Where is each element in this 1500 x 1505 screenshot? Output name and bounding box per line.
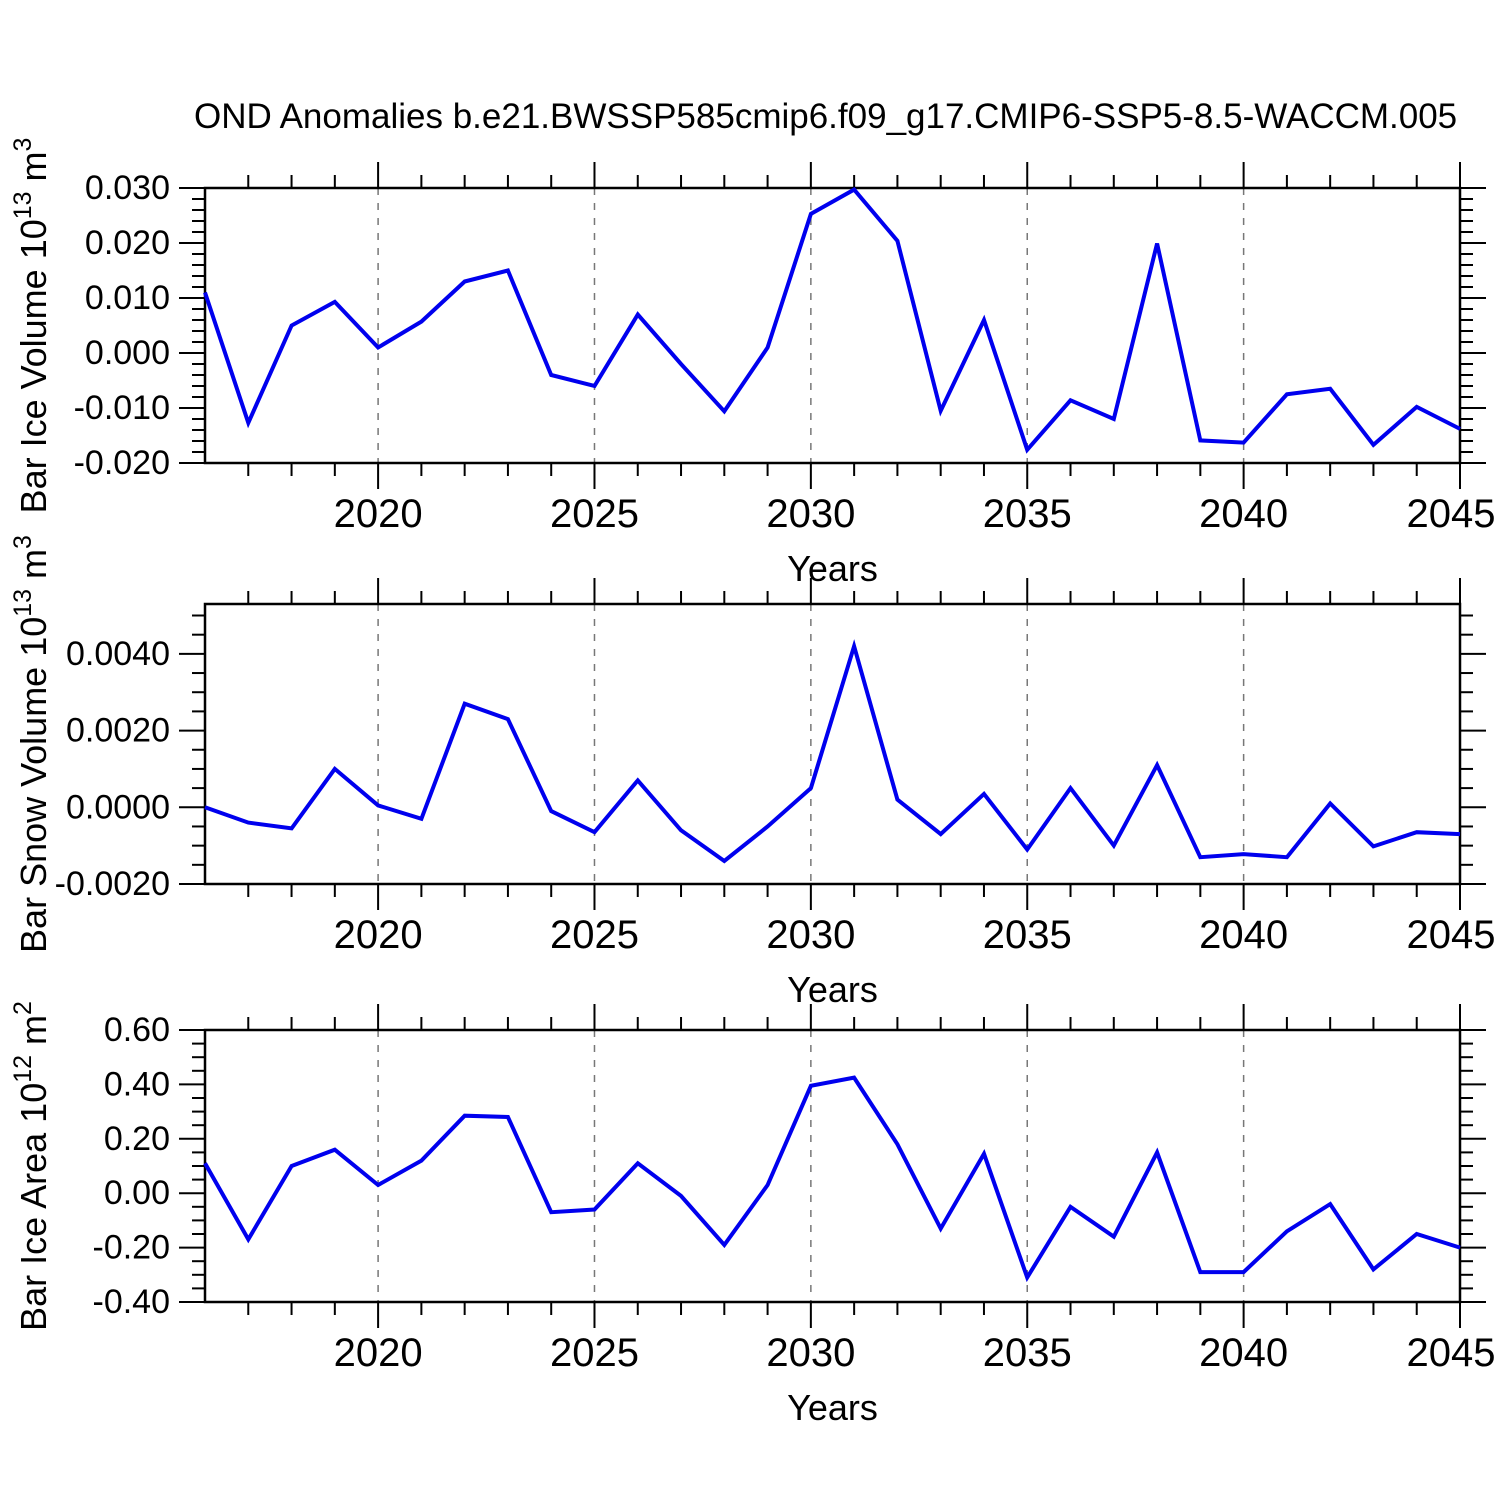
y-axis-title: Bar Ice Volume 1013 m3 [9,138,54,514]
y-tick-label: 0.00 [104,1174,170,1212]
x-tick-label: 2025 [550,492,639,536]
x-tick-label: 2040 [1199,913,1288,957]
y-tick-label: -0.010 [74,389,170,427]
y-tick-label: -0.020 [74,444,170,482]
gridlines [377,604,1245,884]
x-tick-label: 2045 [1407,492,1496,536]
x-tick-labels: 2020 2025 2030 2035 2040 2045 [334,1331,1496,1375]
y-tick-labels: 0.030 0.020 0.010 0.000 -0.010 -0.020 [74,169,170,482]
x-axis-title: Years [787,548,878,589]
data-line-series [204,639,1461,864]
y-ticks [179,1029,1486,1303]
x-tick-label: 2030 [766,1331,855,1375]
x-tick-label: 2025 [550,1331,639,1375]
x-tick-label: 2040 [1199,1331,1288,1375]
y-tick-label: -0.0020 [55,865,170,903]
x-tick-label: 2020 [334,913,423,957]
y-tick-label: 0.0020 [66,712,170,750]
plot-box [203,602,1462,886]
y-tick-label: 0.60 [104,1011,170,1049]
x-tick-label: 2035 [983,913,1072,957]
y-ticks [179,187,1486,464]
x-tick-labels: 2020 2025 2030 2035 2040 2045 [334,913,1496,957]
y-tick-label: 0.0040 [66,635,170,673]
x-tick-label: 2020 [334,492,423,536]
x-tick-label: 2035 [983,1331,1072,1375]
chart-panel-0: 0.030 0.020 0.010 0.000 -0.010 -0.020 2020 2025… [9,138,1495,589]
y-tick-label: 0.0000 [66,788,170,826]
y-tick-label: -0.40 [93,1283,171,1321]
y-tick-label: 0.010 [85,279,170,317]
x-axis-title: Years [787,1387,878,1428]
x-tick-label: 2045 [1407,913,1496,957]
y-tick-label: 0.20 [104,1120,170,1158]
data-line-series [203,187,1461,454]
gridlines [377,1030,1245,1302]
plot-title: OND Anomalies b.e21.BWSSP585cmip6.f09_g1… [194,97,1457,136]
x-tick-label: 2020 [334,1331,423,1375]
x-tick-label: 2035 [983,492,1072,536]
x-ticks [247,162,1461,489]
x-tick-label: 2030 [766,913,855,957]
chart-panel-1: 0.0040 0.0020 0.0000 -0.0020 2020 2025 2030 203… [9,535,1495,1010]
x-axis-title: Years [787,969,878,1010]
y-axis-title: Bar Snow Volume 1013 m3 [9,535,54,953]
data-line-series [203,1075,1461,1283]
x-tick-label: 2030 [766,492,855,536]
gridlines [377,188,1245,463]
x-tick-label: 2025 [550,913,639,957]
plot-box [203,186,1462,465]
x-tick-label: 2045 [1407,1331,1496,1375]
x-tick-labels: 2020 2025 2030 2035 2040 2045 [334,492,1496,536]
y-tick-labels: 0.0040 0.0020 0.0000 -0.0020 [55,635,170,903]
x-ticks [247,1004,1461,1328]
y-tick-label: 0.40 [104,1065,170,1103]
y-tick-labels: 0.60 0.40 0.20 0.00 -0.20 -0.40 [93,1011,171,1321]
y-tick-label: 0.020 [85,224,170,262]
y-ticks [179,614,1486,885]
plot-box [203,1028,1462,1304]
y-axis-title: Bar Ice Area 1012 m2 [9,1001,54,1331]
x-tick-label: 2040 [1199,492,1288,536]
y-tick-label: 0.030 [85,169,170,207]
x-ticks [247,578,1461,910]
y-tick-label: -0.20 [93,1229,171,1267]
y-tick-label: 0.000 [85,334,170,372]
